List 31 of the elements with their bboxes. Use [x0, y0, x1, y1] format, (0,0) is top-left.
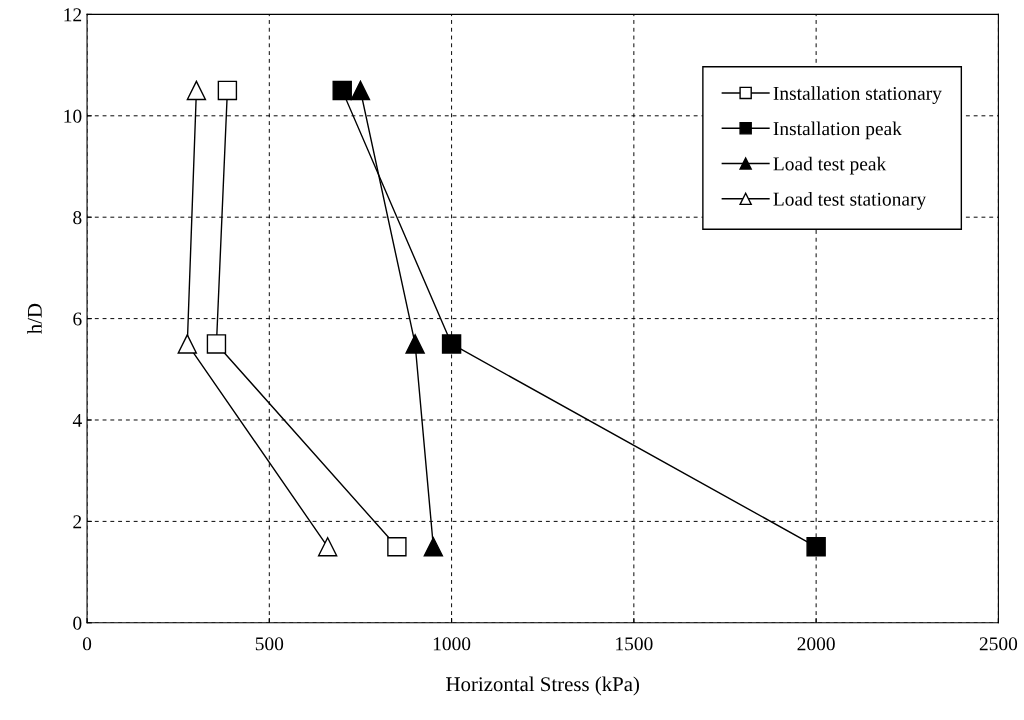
x-tick-label: 2500 — [979, 637, 1018, 651]
y-tick-label: 2 — [73, 515, 82, 529]
y-tick-label: 10 — [64, 109, 82, 123]
point — [387, 537, 407, 557]
legend-label: Installation stationary — [773, 86, 942, 104]
point — [317, 537, 338, 557]
point — [405, 334, 425, 354]
y-tick-label: 6 — [73, 312, 82, 326]
x-tick-label: 1000 — [433, 637, 471, 651]
x-tick-label: 1500 — [616, 637, 653, 651]
point — [206, 334, 227, 354]
x-axis-title: Horizontal Stress (kPa) — [446, 676, 640, 696]
point — [177, 334, 198, 354]
legend-label: Load test stationary — [773, 192, 927, 210]
y-tick-label: 4 — [72, 413, 82, 427]
x-tick-label: 0 — [82, 637, 92, 651]
point — [423, 537, 444, 557]
point — [332, 80, 352, 101]
point — [806, 537, 826, 557]
point — [350, 80, 371, 101]
point — [186, 80, 207, 101]
x-tick-label: 500 — [255, 637, 284, 651]
y-tick-label: 8 — [73, 211, 82, 225]
point — [441, 334, 462, 354]
y-tick-label: 0 — [73, 616, 82, 630]
x-tick-label: 2000 — [797, 637, 835, 651]
point — [217, 80, 238, 101]
legend-label: Load test peak — [773, 156, 887, 175]
legend-label: Installation peak — [773, 121, 902, 140]
y-axis-title: h/D — [27, 303, 42, 335]
y-tick-label: 12 — [64, 8, 82, 22]
